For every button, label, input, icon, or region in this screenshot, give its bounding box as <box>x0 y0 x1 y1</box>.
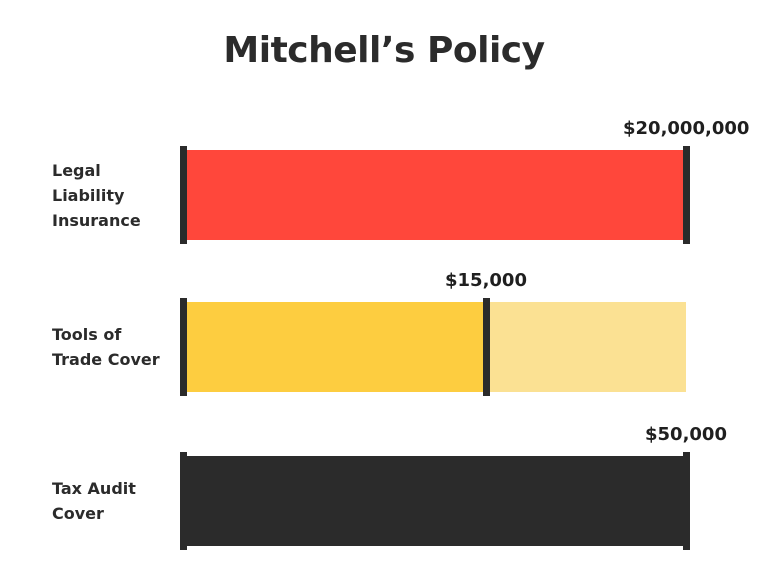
bar-value-marker <box>483 298 490 396</box>
chart-title: Mitchell’s Policy <box>223 30 545 71</box>
value-label-legal-liability-insurance: $20,000,000 <box>623 118 750 139</box>
category-label-tax-audit-cover: Tax Audit Cover <box>52 479 136 523</box>
bar-fill-tools-of-trade-cover <box>185 302 486 392</box>
bar-fill-tax-audit-cover <box>185 456 686 546</box>
category-label-tools-of-trade-cover: Tools of Trade Cover <box>52 325 160 369</box>
bar-start-marker <box>180 146 187 244</box>
bar-value-marker <box>683 452 690 550</box>
value-label-tax-audit-cover: $50,000 <box>645 424 727 445</box>
category-label-legal-liability-insurance: Legal Liability Insurance <box>52 161 141 230</box>
bar-value-marker <box>683 146 690 244</box>
bar-fill-legal-liability-insurance <box>185 150 686 240</box>
bar-start-marker <box>180 298 187 396</box>
value-label-tools-of-trade-cover: $15,000 <box>445 270 527 291</box>
bar-start-marker <box>180 452 187 550</box>
